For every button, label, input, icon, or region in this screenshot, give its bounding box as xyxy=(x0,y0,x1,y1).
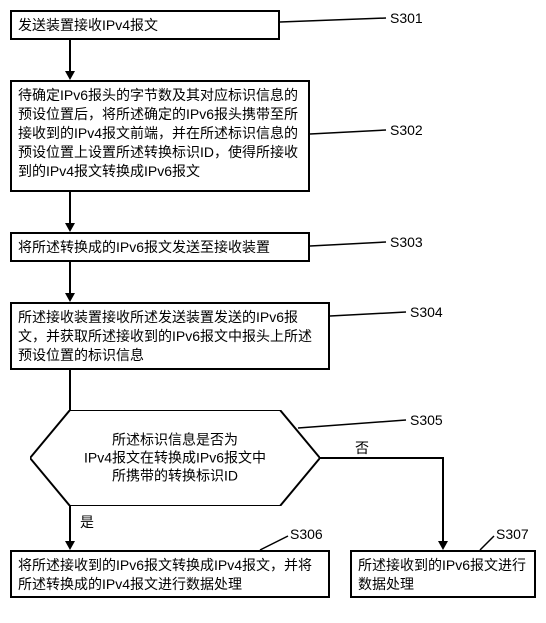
node-s307: 所述接收到的IPv6报文进行数据处理 xyxy=(350,550,536,598)
node-s306: 将所述接收到的IPv6报文转换成IPv4报文，并将所述转换成的IPv4报文进行数… xyxy=(10,550,330,598)
node-s306-text: 将所述接收到的IPv6报文转换成IPv4报文，并将所述转换成的IPv4报文进行数… xyxy=(18,556,322,594)
label-s307: S307 xyxy=(496,526,529,542)
node-s307-text: 所述接收到的IPv6报文进行数据处理 xyxy=(358,556,528,594)
leader-s307 xyxy=(10,10,536,555)
flowchart-canvas: 发送装置接收IPv4报文 S301 待确定IPv6报头的字节数及其对应标识信息的… xyxy=(10,10,536,613)
